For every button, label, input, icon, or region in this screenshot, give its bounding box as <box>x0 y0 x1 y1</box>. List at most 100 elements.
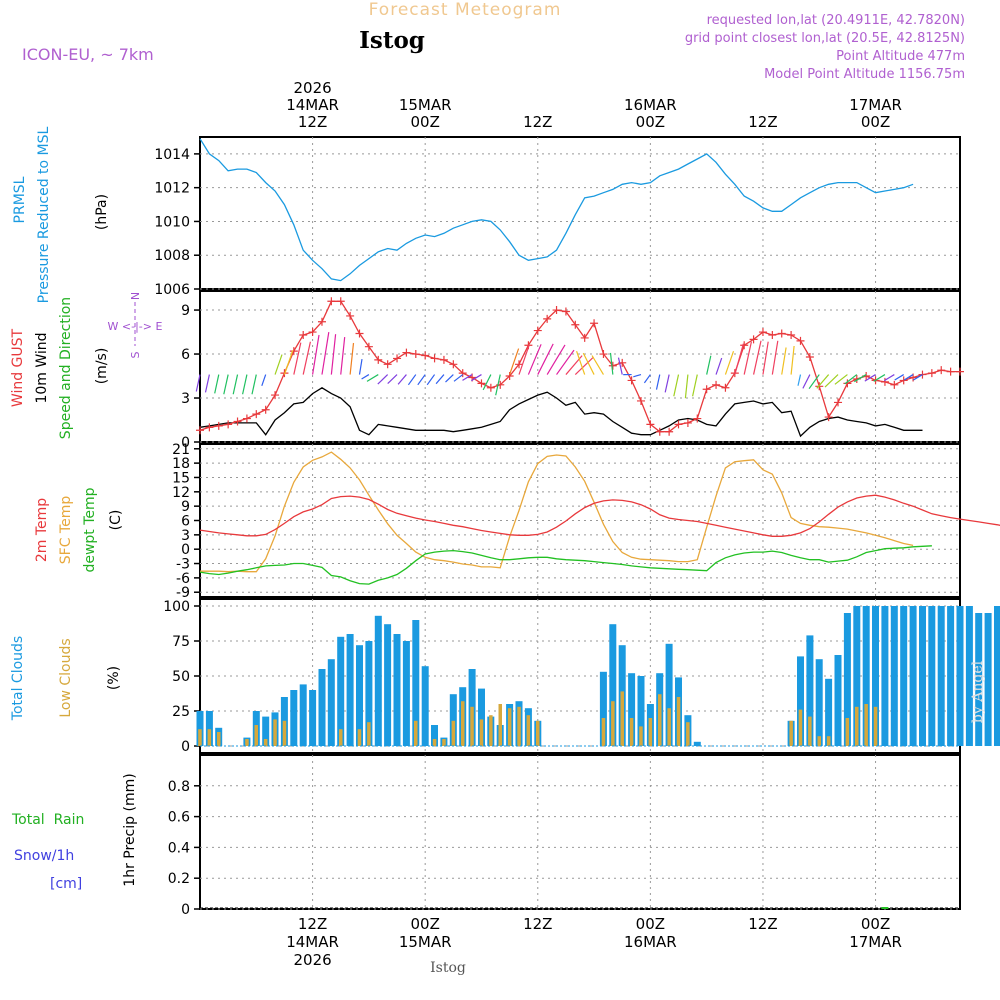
wind-direction-arrow <box>781 347 787 375</box>
total-cloud-bar <box>881 606 889 746</box>
total-cloud-bar <box>797 656 804 746</box>
low-cloud-bar <box>282 720 287 746</box>
wind-direction-s: S <box>129 351 142 358</box>
gust-marker <box>364 342 373 351</box>
low-cloud-bar <box>658 694 662 746</box>
gust-marker <box>233 417 242 426</box>
temp-ytick-label: 6 <box>181 514 190 530</box>
precip-ytick-label: 0.8 <box>168 779 190 795</box>
wind-direction-arrow <box>283 350 294 375</box>
gust-marker <box>374 355 383 364</box>
cloud-label-total: Total Clouds <box>10 636 26 721</box>
footer-location: Istog <box>430 960 466 976</box>
total-cloud-bar <box>393 634 401 746</box>
gust-marker <box>608 361 617 370</box>
low-cloud-bar <box>620 691 624 746</box>
wind-plot <box>195 297 964 438</box>
wind-direction-arrow <box>445 374 454 383</box>
temp-panel-labels: 2m Temp SFC Temp dewpt Temp (C) <box>34 487 124 572</box>
temp-ytick-label: -3 <box>176 557 190 573</box>
low-cloud-bar <box>676 697 681 746</box>
top-time-label: 17MAR <box>849 96 902 114</box>
gust-marker <box>768 330 777 339</box>
wind-direction-arrow <box>358 359 363 375</box>
low-cloud-bar <box>217 732 221 746</box>
gust-marker <box>289 347 298 356</box>
low-cloud-bar <box>826 736 831 746</box>
low-cloud-bar <box>798 709 803 746</box>
gust-marker <box>308 328 317 337</box>
low-cloud-bar <box>357 729 362 746</box>
wind-direction-arrow <box>903 374 914 381</box>
precip-unit: 1hr Precip (mm) <box>122 773 138 886</box>
gust-marker <box>196 426 204 435</box>
wind-direction-arrow <box>834 374 848 385</box>
low-cloud-bar <box>498 704 502 746</box>
t2m-line <box>199 494 1000 537</box>
low-cloud-bar <box>517 706 521 746</box>
low-cloud-bar <box>245 739 249 746</box>
wind-direction-arrow <box>591 355 604 375</box>
grid-point-coords: grid point closest lon,lat (20.5E, 42.81… <box>685 31 965 46</box>
gust-marker <box>402 348 411 357</box>
wind-direction-arrow <box>361 374 370 380</box>
low-cloud-bar <box>873 706 878 746</box>
precip-label-cm: [cm] <box>50 876 82 892</box>
wind-direction-arrow <box>664 374 670 393</box>
total-cloud-bar <box>365 641 373 746</box>
clouds-ytick-label: 25 <box>172 704 190 720</box>
precip-ytick-label: 0 <box>181 902 190 918</box>
gust-marker <box>740 341 749 350</box>
wind-direction-arrow <box>692 374 698 397</box>
temp-unit: (C) <box>108 510 124 531</box>
gust-marker <box>683 418 692 427</box>
wind-direction-arrow <box>435 374 445 385</box>
low-cloud-bar <box>442 739 446 746</box>
gust-marker <box>712 380 721 389</box>
wind-direction-arrow <box>223 374 229 395</box>
watermark: by Angel <box>970 660 986 723</box>
wind-direction-arrow <box>617 357 623 375</box>
wind-direction-arrow <box>706 355 712 375</box>
gust-marker <box>271 391 280 400</box>
total-cloud-bar <box>346 634 354 746</box>
total-cloud-bar <box>327 659 335 746</box>
low-cloud-bar <box>254 725 258 746</box>
gust-marker <box>580 333 589 342</box>
pressure-ytick-label: 1010 <box>154 214 190 230</box>
total-cloud-bar <box>806 635 814 746</box>
wind-direction-arrow <box>537 343 554 375</box>
bottom-time-label: 00Z <box>861 915 890 933</box>
bottom-time-label: 15MAR <box>399 933 452 951</box>
gust-marker <box>214 421 223 430</box>
total-cloud-bar <box>196 711 204 746</box>
low-cloud-bar <box>273 719 277 746</box>
gust-marker <box>327 297 336 306</box>
low-cloud-bar <box>489 715 493 746</box>
requested-coords: requested lon,lat (20.4911E, 42.7820N) <box>707 13 965 28</box>
low-cloud-bar <box>414 720 418 746</box>
wind-ytick-label: 0 <box>181 435 190 451</box>
wind-direction-arrow <box>913 374 923 381</box>
cloud-panel-labels: Total Clouds Low Clouds (%) <box>10 636 122 721</box>
cloud-label-low: Low Clouds <box>58 638 74 717</box>
wind-direction-arrow <box>462 374 473 381</box>
model-label: ICON-EU, ~ 7km <box>22 45 154 64</box>
total-cloud-bar <box>637 676 645 746</box>
gust-marker <box>383 360 392 369</box>
total-cloud-bar <box>984 613 992 746</box>
low-cloud-bar <box>479 719 484 746</box>
total-cloud-bar <box>825 678 833 746</box>
wind-direction-arrow <box>293 342 302 375</box>
low-cloud-bar <box>526 715 531 746</box>
wind-direction-arrow <box>470 374 482 382</box>
wind-direction-arrow <box>397 374 407 385</box>
wind-direction-arrow <box>274 354 283 375</box>
gust-marker <box>261 405 270 414</box>
low-cloud-bar <box>789 720 793 746</box>
gust-marker <box>749 335 758 344</box>
wind-direction-arrow <box>204 374 210 393</box>
gust-marker <box>927 369 936 378</box>
